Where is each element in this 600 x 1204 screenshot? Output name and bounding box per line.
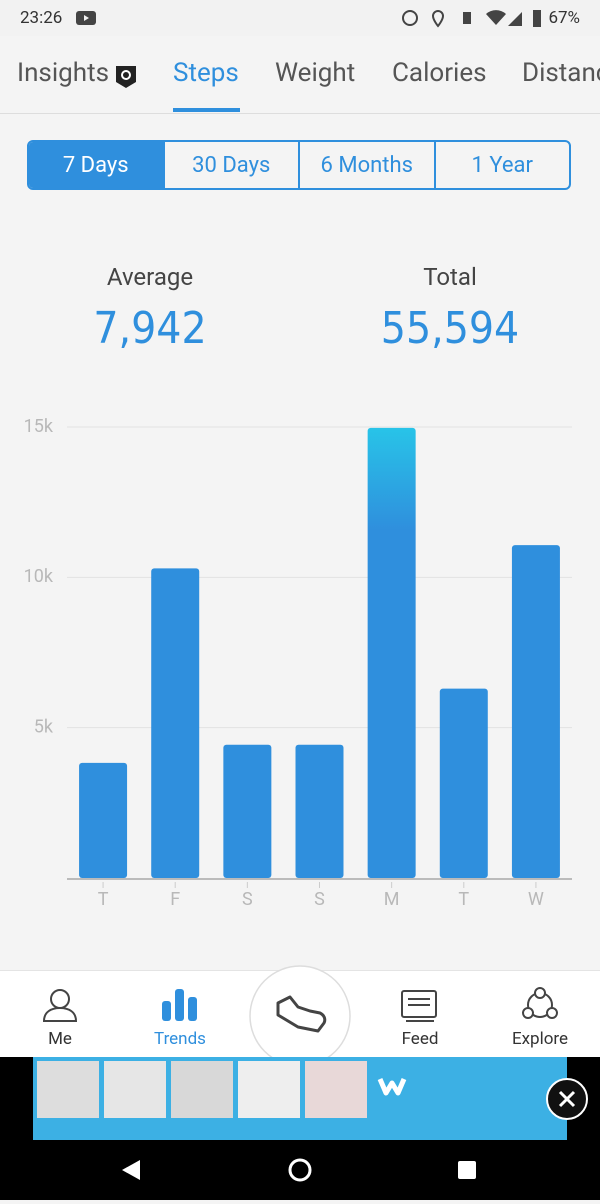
system-nav: [0, 1140, 600, 1200]
record-button[interactable]: [248, 965, 352, 1065]
period-button[interactable]: 1 Year: [433, 142, 570, 188]
premium-badge: [116, 66, 136, 88]
x-tick-label: F: [170, 889, 180, 910]
average-label: Average: [106, 263, 194, 291]
ad-banner[interactable]: [0, 1057, 600, 1140]
tab[interactable]: Weight: [275, 58, 356, 88]
bar: [511, 545, 560, 878]
y-tick-label: 15k: [24, 416, 54, 437]
period-button[interactable]: 6 Months: [298, 142, 434, 188]
explore-icon: [522, 987, 558, 1019]
period-button[interactable]: 7 Days: [29, 142, 163, 188]
bar: [439, 688, 488, 878]
bar: [367, 427, 416, 878]
tab[interactable]: Insights: [17, 58, 110, 88]
period-button[interactable]: 30 Days: [162, 142, 299, 188]
average-value: 7,942: [93, 303, 207, 354]
chart: 5k 10k 15k T F S S M T W: [24, 416, 572, 910]
x-tick-label: T: [98, 889, 109, 910]
trends-icon: [162, 989, 197, 1021]
x-tick-label: W: [528, 889, 544, 910]
battery-level: 67%: [548, 8, 580, 28]
status-icons: [402, 9, 522, 28]
period-selector: 7 Days 30 Days 6 Months 1 Year: [27, 140, 571, 190]
status-bar: 23:26 67%: [0, 0, 600, 36]
tab[interactable]: Steps: [173, 58, 239, 88]
system-buttons: [122, 1158, 476, 1182]
y-tick-label: 10k: [24, 566, 54, 587]
y-tick-label: 5k: [34, 716, 54, 737]
total-label: Total: [423, 263, 477, 291]
bar: [79, 762, 128, 878]
youtube-icon: [76, 11, 96, 25]
bar: [295, 744, 344, 878]
ad-graphic: [33, 1057, 588, 1140]
nav-label[interactable]: Me: [48, 1029, 72, 1049]
tab[interactable]: Calories: [392, 58, 487, 88]
status-time: 23:26: [20, 8, 63, 28]
tab-bar: Insights Steps Weight Calories Distance: [0, 36, 600, 114]
total-value: 55,594: [380, 303, 520, 354]
bottom-nav: Me Trends Feed Explore: [0, 965, 600, 1065]
me-icon: [42, 989, 78, 1022]
x-tick-label: S: [242, 889, 253, 910]
tab[interactable]: Distance: [522, 58, 600, 88]
nav-label[interactable]: Feed: [401, 1029, 439, 1049]
x-tick-label: S: [314, 889, 325, 910]
x-tick-label: T: [458, 889, 469, 910]
bar: [223, 744, 272, 878]
feed-icon: [401, 990, 437, 1022]
nav-label[interactable]: Explore: [511, 1029, 569, 1049]
bar: [151, 568, 200, 878]
tab-indicator: [173, 108, 240, 112]
x-tick-label: M: [384, 889, 400, 910]
nav-label[interactable]: Trends: [154, 1029, 206, 1049]
battery-icon: [533, 10, 541, 27]
